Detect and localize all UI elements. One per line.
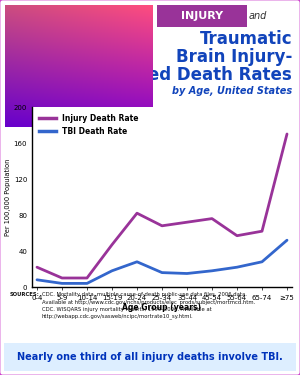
Legend: Injury Death Rate, TBI Death Rate: Injury Death Rate, TBI Death Rate — [36, 111, 141, 139]
Text: INJURY: INJURY — [181, 11, 223, 21]
FancyBboxPatch shape — [157, 5, 247, 27]
X-axis label: Age Group (years): Age Group (years) — [122, 303, 202, 312]
Text: CDC. Mortality data, multiple cause-of-death public-use data files, 2006 data.
A: CDC. Mortality data, multiple cause-of-d… — [42, 292, 255, 320]
Text: and: and — [249, 11, 267, 21]
Bar — [5, 5, 153, 127]
Y-axis label: Per 100,000 Population: Per 100,000 Population — [5, 158, 11, 236]
Text: Nearly one third of all injury deaths involve TBI.: Nearly one third of all injury deaths in… — [17, 352, 283, 362]
FancyBboxPatch shape — [4, 343, 296, 371]
Text: Traumatic: Traumatic — [200, 30, 292, 48]
Text: SOURCES:: SOURCES: — [10, 292, 40, 297]
Text: by Age, United States: by Age, United States — [172, 86, 292, 96]
Text: Related Death Rates: Related Death Rates — [99, 66, 292, 84]
Text: Brain Injury-: Brain Injury- — [176, 48, 292, 66]
